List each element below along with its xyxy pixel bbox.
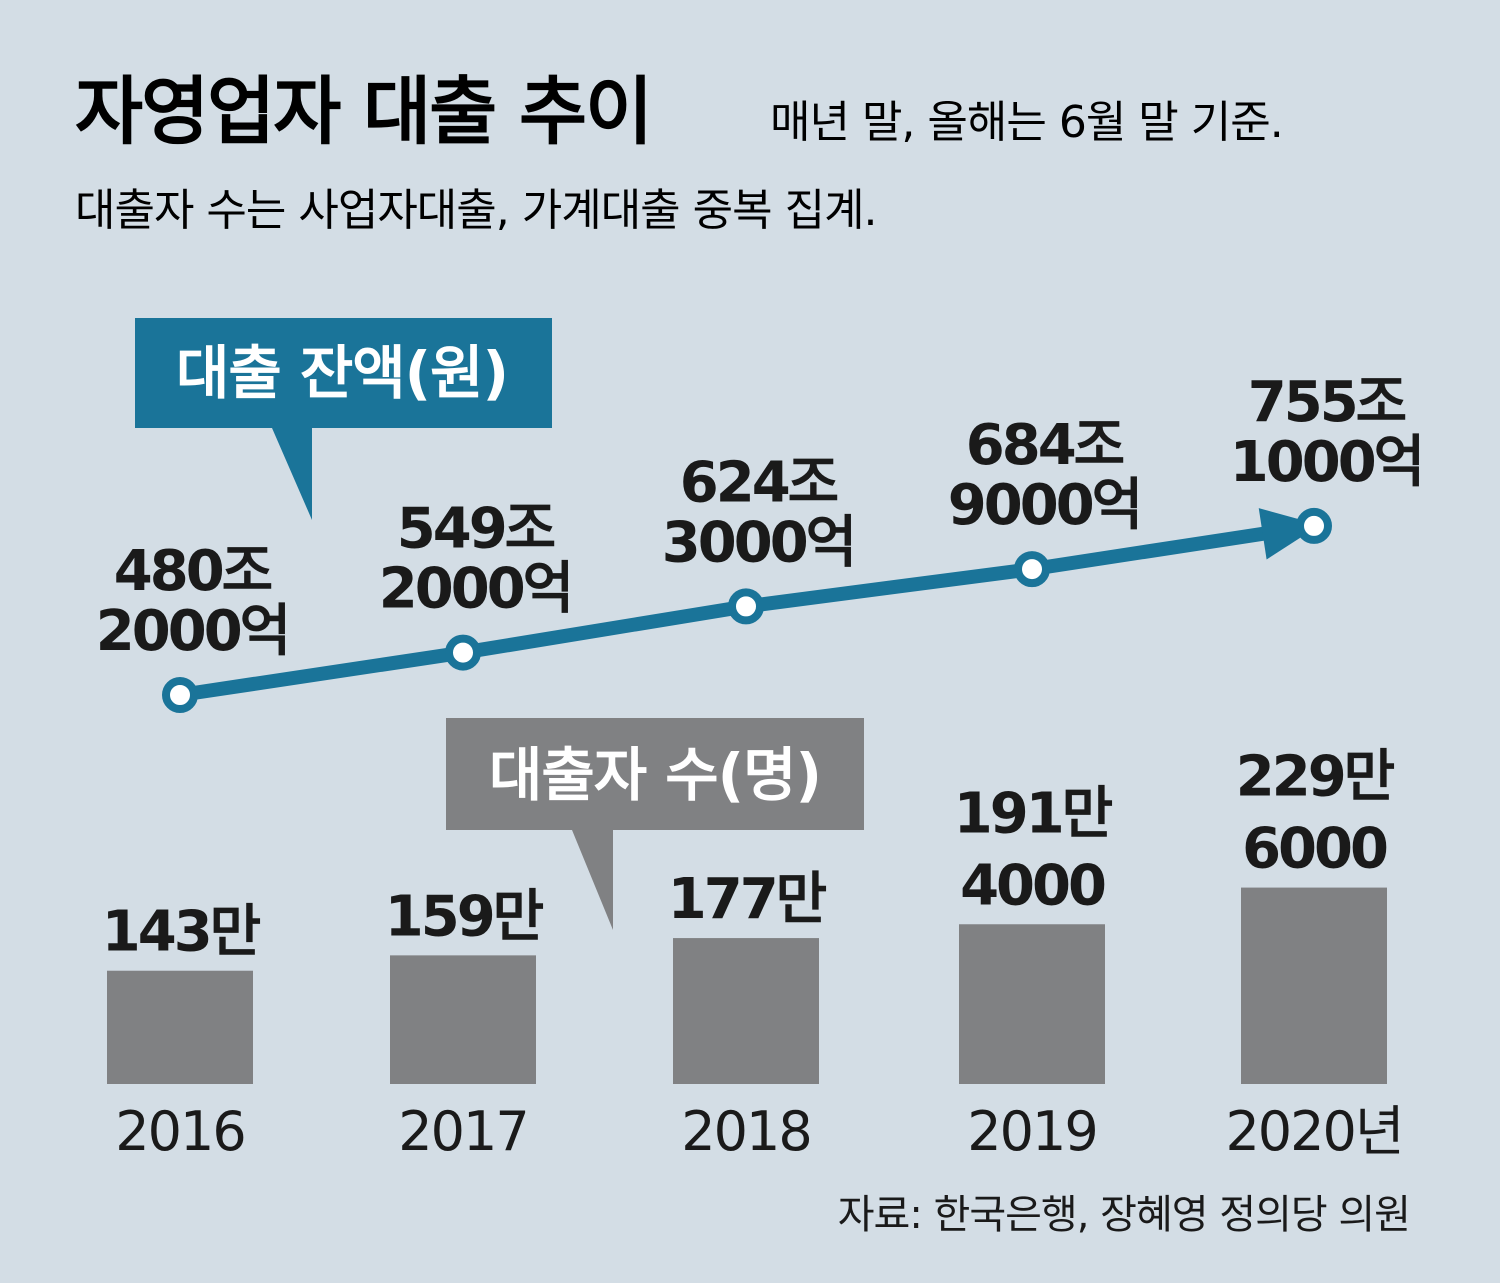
- chart-note: 대출자 수는 사업자대출, 가계대출 중복 집계.: [75, 185, 877, 236]
- chart-title: 자영업자 대출 추이: [75, 69, 651, 155]
- loan-balance-callout-box: [135, 318, 552, 520]
- loan-balance-point: [162, 677, 198, 713]
- borrowers-series: 143만 159만 177만 191만 4000 229만 6000: [102, 745, 1398, 1084]
- source-credit: 자료: 한국은행, 장혜영 정의당 의원: [838, 1192, 1410, 1238]
- loan-balance-value-label: 1000억: [1230, 430, 1422, 495]
- x-tick-label: 2019: [967, 1100, 1096, 1163]
- borrowers-value-label: 6000: [1242, 817, 1387, 882]
- loan-balance-point: [1296, 507, 1332, 544]
- borrowers-bar: [1241, 887, 1387, 1084]
- loan-balance-value-label: 755조: [1248, 370, 1406, 435]
- x-tick-label: 2018: [681, 1100, 810, 1163]
- loan-balance-value-label: 480조: [114, 539, 272, 604]
- x-tick-label: 2016: [115, 1100, 244, 1163]
- borrowers-bar: [107, 970, 253, 1084]
- x-tick-label: 2020년: [1225, 1100, 1402, 1163]
- loan-balance-value-label: 3000억: [662, 510, 854, 575]
- loan-balance-value-label: 684조: [966, 413, 1124, 478]
- borrowers-value-label: 191만: [954, 781, 1113, 846]
- loan-balance-value-label: 9000억: [948, 473, 1140, 538]
- loan-balance-value-label: 2000억: [96, 599, 288, 664]
- loan-balance-point: [445, 634, 481, 671]
- borrowers-callout-label: 대출자 수(명): [489, 741, 821, 809]
- x-axis: 2016 2017 2018 2019 2020년: [115, 1100, 1404, 1163]
- borrowers-value-label: 229만: [1236, 745, 1395, 810]
- loan-balance-value-label: 624조: [680, 450, 838, 515]
- borrowers-bar: [390, 955, 536, 1084]
- borrowers-value-label: 4000: [960, 853, 1105, 918]
- borrowers-bar: [959, 924, 1105, 1084]
- chart-subtitle: 매년 말, 올해는 6월 말 기준.: [770, 97, 1283, 148]
- loan-balance-point: [728, 588, 764, 625]
- loan-balance-point: [1014, 551, 1050, 588]
- borrowers-callout: 대출자 수(명): [446, 718, 864, 930]
- borrowers-value-label: 177만: [668, 867, 827, 932]
- borrowers-value-label: 143만: [102, 900, 261, 965]
- loan-balance-value-label: 549조: [397, 497, 555, 562]
- borrowers-bar: [673, 938, 819, 1084]
- loan-balance-callout: 대출 잔액(원): [135, 318, 552, 520]
- loan-balance-value-label: 2000억: [379, 557, 571, 622]
- loan-balance-series: 480조2000억549조2000억624조3000억684조9000억755조…: [96, 370, 1425, 713]
- borrowers-callout-box: [446, 718, 864, 930]
- x-tick-label: 2017: [398, 1100, 527, 1163]
- borrowers-value-label: 159만: [385, 884, 544, 949]
- loan-balance-callout-label: 대출 잔액(원): [176, 339, 508, 407]
